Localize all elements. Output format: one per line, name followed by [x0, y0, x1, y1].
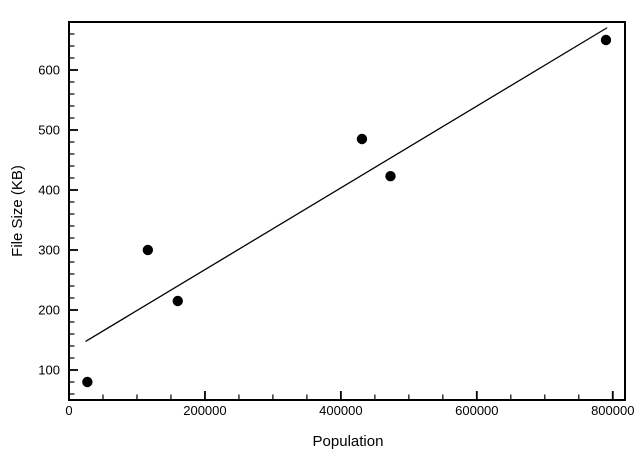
- x-axis-title: Population: [313, 433, 384, 450]
- y-axis-title: File Size (KB): [9, 165, 26, 257]
- plot-frame: [68, 21, 626, 401]
- y-tick-label: 200: [38, 303, 60, 318]
- data-point: [385, 171, 396, 182]
- x-tick-label: 800000: [591, 403, 634, 418]
- plot-area: 0 200000 400000 600000 800000 100 200 300 400 500…: [38, 21, 634, 418]
- x-tick-label: 200000: [183, 403, 226, 418]
- x-tick-label: 600000: [455, 403, 498, 418]
- data-point: [356, 133, 368, 145]
- y-tick-label: 300: [38, 243, 60, 258]
- y-tick-label: 100: [38, 363, 60, 378]
- data-point: [600, 34, 612, 46]
- y-tick-label: 500: [38, 123, 60, 138]
- fit-line: [85, 27, 608, 342]
- data-point: [142, 244, 154, 256]
- data-point: [82, 376, 93, 388]
- data-point: [172, 295, 183, 307]
- x-tick-label: 0: [65, 403, 72, 418]
- y-tick-label: 400: [38, 183, 60, 198]
- y-tick-label: 600: [38, 63, 60, 78]
- x-tick-label: 400000: [319, 403, 362, 418]
